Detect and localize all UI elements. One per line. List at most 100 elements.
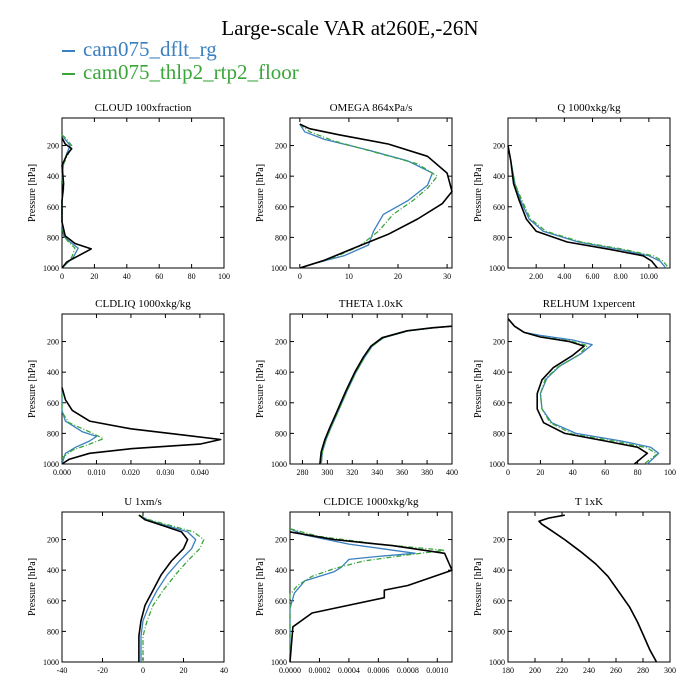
x-tick-label: 220 <box>556 666 568 675</box>
legend-entry-floor: cam075_thlp2_rtp2_floor <box>62 60 299 85</box>
series-line-control <box>319 325 453 465</box>
legend-label: cam075_dflt_rg <box>83 37 217 61</box>
x-tick-label: 20 <box>90 272 98 281</box>
x-tick-label: 80 <box>634 468 642 477</box>
series-line-floor <box>61 393 105 464</box>
y-tick-label: 600 <box>275 399 287 408</box>
panel-title: Q 1000xkg/kg <box>557 102 621 114</box>
x-tick-label: 0.0008 <box>397 666 419 675</box>
y-tick-label: 800 <box>493 233 505 242</box>
panel-title: CLDICE 1000xkg/kg <box>323 496 419 508</box>
plot-frame <box>61 511 225 663</box>
y-tick-label: 400 <box>47 566 59 575</box>
y-tick-label: 400 <box>493 172 505 181</box>
series-line-dflt <box>538 514 658 663</box>
x-tick-label: 100 <box>664 468 676 477</box>
panel-title: T 1xK <box>575 496 603 508</box>
y-tick-label: 800 <box>47 233 59 242</box>
series-line-dflt <box>299 123 434 269</box>
x-tick-label: 8.00 <box>614 272 628 281</box>
series-line-floor <box>538 514 658 663</box>
legend-line-swatch <box>62 73 75 76</box>
x-tick-label: 20 <box>536 468 544 477</box>
y-tick-label: 400 <box>47 172 59 181</box>
x-tick-label: 260 <box>610 666 622 675</box>
series-line-control <box>61 387 222 465</box>
x-tick-label: 0.0004 <box>338 666 360 675</box>
panel-title: THETA 1.0xK <box>339 298 404 310</box>
y-tick-label: 200 <box>47 338 59 347</box>
series-line-floor <box>61 134 76 269</box>
x-tick-label: 180 <box>502 666 514 675</box>
x-tick-label: 360 <box>396 468 408 477</box>
series-line-control <box>507 318 649 465</box>
series-line-dflt <box>507 145 667 269</box>
y-tick-label: 1000 <box>271 264 287 273</box>
series-line-control <box>538 514 658 663</box>
legend-line-swatch <box>62 50 75 53</box>
series-line-dflt <box>507 318 660 465</box>
x-tick-label: 0.0000 <box>279 666 301 675</box>
x-tick-label: 100 <box>218 272 230 281</box>
y-tick-label: 1000 <box>271 658 287 667</box>
x-tick-label: 80 <box>188 272 196 281</box>
y-tick-label: 1000 <box>43 658 59 667</box>
x-tick-label: 0.030 <box>156 468 174 477</box>
panel-title: CLOUD 100xfraction <box>95 102 192 114</box>
plot-frame <box>289 313 453 465</box>
x-tick-label: 0.0002 <box>308 666 330 675</box>
y-tick-label: 200 <box>47 536 59 545</box>
panel-title: OMEGA 864xPa/s <box>330 102 413 114</box>
series-line-control <box>507 145 658 269</box>
y-tick-label: 800 <box>275 429 287 438</box>
x-tick-label: 280 <box>637 666 649 675</box>
y-tick-label: 200 <box>275 536 287 545</box>
y-tick-label: 600 <box>275 203 287 212</box>
y-tick-label: 1000 <box>271 460 287 469</box>
series-line-dflt <box>61 134 79 269</box>
x-tick-label: 240 <box>583 666 595 675</box>
y-tick-label: 400 <box>275 172 287 181</box>
y-tick-label: 600 <box>47 203 59 212</box>
panel-title: RELHUM 1xpercent <box>543 298 636 310</box>
y-tick-label: 400 <box>493 566 505 575</box>
series-line-control <box>138 514 189 662</box>
x-tick-label: 4.00 <box>557 272 571 281</box>
series-line-control <box>61 137 92 269</box>
x-tick-label: 30 <box>443 272 451 281</box>
legend-label: cam075_thlp2_rtp2_floor <box>83 60 299 84</box>
x-tick-label: 0 <box>298 272 302 281</box>
y-axis-label: Pressure [hPa] <box>473 164 484 222</box>
legend-entry-dflt: cam075_dflt_rg <box>62 37 217 62</box>
y-axis-label: Pressure [hPa] <box>473 558 484 616</box>
y-tick-label: 800 <box>275 233 287 242</box>
y-axis-label: Pressure [hPa] <box>255 558 266 616</box>
y-tick-label: 800 <box>47 627 59 636</box>
x-tick-label: 400 <box>446 468 458 477</box>
y-tick-label: 600 <box>275 597 287 606</box>
x-tick-label: 2.00 <box>529 272 543 281</box>
y-tick-label: 200 <box>493 338 505 347</box>
series-line-floor <box>299 123 438 269</box>
y-axis-label: Pressure [hPa] <box>473 360 484 418</box>
x-tick-label: 0.0010 <box>426 666 448 675</box>
y-tick-label: 600 <box>493 399 505 408</box>
x-tick-label: 200 <box>529 666 541 675</box>
x-tick-label: 0.020 <box>122 468 140 477</box>
y-tick-label: 800 <box>47 429 59 438</box>
x-tick-label: 40 <box>123 272 131 281</box>
y-tick-label: 800 <box>493 627 505 636</box>
x-tick-label: 40 <box>569 468 577 477</box>
y-tick-label: 200 <box>493 536 505 545</box>
series-line-dflt <box>138 514 197 662</box>
y-tick-label: 400 <box>275 368 287 377</box>
x-tick-label: 0 <box>60 272 64 281</box>
x-tick-label: 300 <box>321 468 333 477</box>
y-tick-label: 800 <box>493 429 505 438</box>
series-line-control <box>289 531 453 663</box>
x-tick-label: 10.00 <box>640 272 658 281</box>
series-line-floor <box>289 528 446 662</box>
plot-frame <box>507 117 671 269</box>
y-tick-label: 200 <box>493 142 505 151</box>
